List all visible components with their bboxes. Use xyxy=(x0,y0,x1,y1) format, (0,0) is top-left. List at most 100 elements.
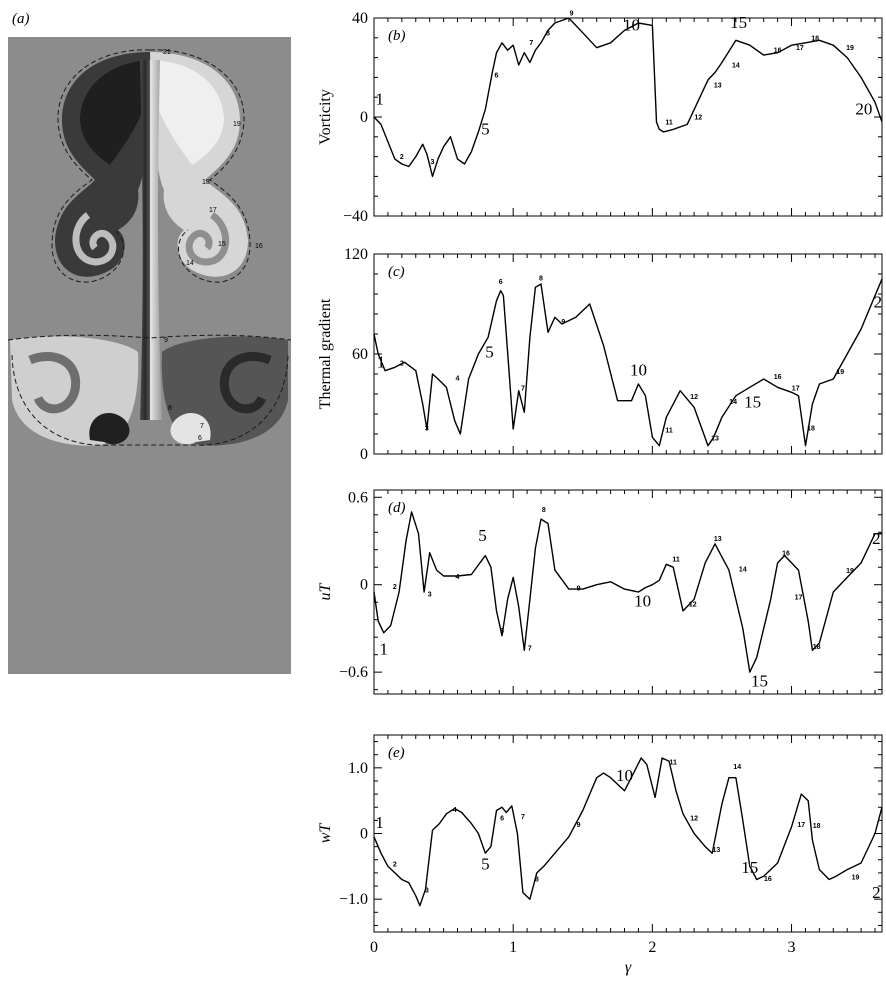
contour-label: 16 xyxy=(255,243,263,250)
point-label: 13 xyxy=(712,847,720,854)
contour-label: 19 xyxy=(233,121,241,128)
panel-b: −40040Vorticity(b)1235678910111213141516… xyxy=(317,10,883,225)
y-tick-label: 0 xyxy=(360,109,368,126)
point-label: 14 xyxy=(733,764,741,771)
stem-left xyxy=(140,60,150,420)
lower-right-swirl-a xyxy=(219,352,272,414)
point-label: 12 xyxy=(690,815,698,822)
point-label: 4 xyxy=(453,807,457,814)
point-label: 3 xyxy=(428,591,432,598)
point-label: 2 xyxy=(874,292,883,311)
y-axis-label: wT xyxy=(317,823,334,844)
contour-label: 6 xyxy=(198,435,202,442)
point-label: 2 xyxy=(872,883,881,902)
point-label: 6 xyxy=(500,628,504,635)
point-label: 10 xyxy=(623,15,640,34)
panel-a-label: (a) xyxy=(12,11,30,27)
point-label: 11 xyxy=(670,760,678,767)
point-label: 12 xyxy=(690,394,698,401)
point-label: 18 xyxy=(811,35,819,42)
point-label: 17 xyxy=(792,386,800,393)
point-label: 11 xyxy=(665,119,673,126)
point-label: 9 xyxy=(577,822,581,829)
y-tick-label: 1.0 xyxy=(348,760,368,777)
left-vortex-swirl xyxy=(72,212,117,266)
point-label: 18 xyxy=(813,823,821,830)
panel-label: (b) xyxy=(388,28,406,44)
point-label: 16 xyxy=(774,48,782,55)
point-label: 6 xyxy=(499,279,503,286)
point-label: 19 xyxy=(852,874,860,881)
point-label: 18 xyxy=(807,426,815,433)
plot-frame xyxy=(373,253,883,455)
x-tick-label: 0 xyxy=(370,939,378,956)
y-tick-label: 0 xyxy=(360,577,368,594)
point-label: 5 xyxy=(481,119,490,138)
point-label: 11 xyxy=(665,427,673,434)
point-label: 19 xyxy=(846,568,854,575)
lower-left-swirl-a xyxy=(28,352,81,414)
plot-frame xyxy=(373,17,883,217)
point-label: 17 xyxy=(797,822,805,829)
contour-label: 21 xyxy=(163,49,171,56)
y-tick-label: 0 xyxy=(360,446,368,463)
lower-right-swirl-b xyxy=(170,412,211,445)
y-axis-label: Thermal gradient xyxy=(317,298,334,409)
point-label: 9 xyxy=(561,319,565,326)
point-label: 3 xyxy=(425,426,429,433)
point-label: 3 xyxy=(431,159,435,166)
point-label: 1 xyxy=(375,813,384,832)
y-axis-label: uT xyxy=(317,582,334,600)
point-label: 6 xyxy=(495,72,499,79)
point-label: 13 xyxy=(711,436,719,443)
point-label: 1 xyxy=(377,352,386,371)
x-tick-label: 3 xyxy=(788,939,796,956)
point-label: 16 xyxy=(774,374,782,381)
point-label: 7 xyxy=(521,814,525,821)
right-vortex-swirl xyxy=(185,212,229,266)
point-label: 2 xyxy=(400,361,404,368)
point-label: 7 xyxy=(529,40,533,47)
point-label: 19 xyxy=(836,369,844,376)
y-tick-label: 120 xyxy=(344,246,368,263)
point-label: 5 xyxy=(481,855,490,874)
x-axis-label: γ xyxy=(625,959,632,976)
series-line xyxy=(373,511,882,673)
point-label: 15 xyxy=(751,672,768,691)
y-tick-label: −40 xyxy=(343,208,368,225)
contour-label: 9 xyxy=(164,337,168,344)
right-cap-core xyxy=(152,60,224,165)
point-label: 14 xyxy=(732,63,740,70)
point-label: 4 xyxy=(456,376,460,383)
point-label: 16 xyxy=(764,876,772,883)
y-tick-label: −0.6 xyxy=(339,664,368,681)
point-label: 14 xyxy=(739,567,747,574)
point-label: 8 xyxy=(539,276,543,283)
point-label: 3 xyxy=(425,888,429,895)
y-tick-label: 60 xyxy=(352,346,368,363)
series-line xyxy=(373,757,883,907)
line-panels: −40040Vorticity(b)1235678910111213141516… xyxy=(317,10,883,976)
contour-label: 17 xyxy=(209,207,217,214)
point-label: 6 xyxy=(500,815,504,822)
interface-contour-bottom xyxy=(11,354,289,446)
point-label: 10 xyxy=(634,592,651,611)
point-label: 16 xyxy=(782,551,790,558)
contour-label: 8 xyxy=(168,405,172,412)
plot-frame xyxy=(373,489,883,695)
panel-label: (e) xyxy=(388,745,405,761)
point-label: 1 xyxy=(375,90,384,109)
point-label: 14 xyxy=(729,399,737,406)
panel-d: −0.600.6uT(d)123456789101112131415161718… xyxy=(317,489,883,695)
point-label: 12 xyxy=(694,114,702,121)
point-label: 19 xyxy=(846,45,854,52)
stem-right xyxy=(150,60,162,420)
point-label: 2 xyxy=(393,584,397,591)
x-tick-label: 2 xyxy=(648,939,656,956)
point-label: 15 xyxy=(730,13,747,32)
contour-label: 18 xyxy=(202,179,210,186)
point-label: 1 xyxy=(379,640,388,659)
point-label: 13 xyxy=(714,82,722,89)
